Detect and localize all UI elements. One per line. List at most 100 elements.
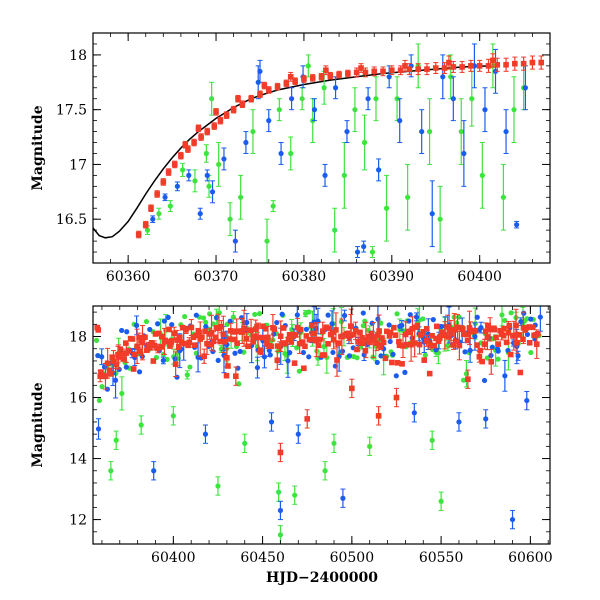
red-data-point — [345, 332, 352, 339]
red-data-point — [350, 331, 357, 338]
red-data-point — [477, 347, 484, 354]
red-data-point — [283, 80, 290, 87]
blue-data-point — [169, 322, 175, 328]
y-tick-label: 14 — [69, 452, 87, 468]
green-outlier-point — [108, 468, 114, 474]
red-data-point — [277, 333, 284, 340]
red-data-point — [303, 333, 310, 339]
red-data-point — [167, 343, 173, 349]
green-data-point — [206, 183, 212, 189]
blue-data-point — [361, 243, 367, 250]
blue-outlier-point — [340, 495, 346, 501]
blue-data-point — [215, 357, 221, 364]
blue-data-point — [209, 189, 216, 195]
green-outlier-point — [429, 437, 435, 443]
blue-data-point — [387, 338, 393, 345]
blue-data-point — [518, 318, 524, 325]
red-data-point — [158, 333, 165, 340]
blue-outlier-point — [524, 397, 530, 404]
red-data-point — [202, 328, 208, 335]
green-outlier-point — [138, 422, 144, 428]
red-data-point — [248, 95, 254, 102]
red-data-point — [495, 341, 502, 347]
green-data-point — [352, 107, 358, 113]
red-data-point — [476, 353, 483, 360]
blue-data-point — [344, 128, 350, 135]
red-data-point — [104, 360, 111, 367]
blue-outlier-point — [456, 419, 462, 425]
red-data-point — [245, 343, 251, 350]
bottom-x-axis: 60400 60450 60500 60550 60600 — [101, 306, 553, 566]
blue-data-point — [495, 348, 501, 354]
red-data-point — [431, 342, 437, 349]
green-outlier-point — [367, 443, 373, 449]
green-data-point — [96, 397, 103, 404]
blue-outlier-point — [295, 431, 301, 437]
red-data-point — [460, 331, 467, 337]
red-data-point — [226, 336, 233, 342]
red-data-point — [479, 358, 485, 365]
blue-data-point — [354, 249, 361, 255]
red-data-point — [494, 61, 501, 68]
blue-data-point — [524, 331, 531, 338]
red-data-point — [507, 351, 514, 358]
red-data-point — [354, 346, 360, 353]
blue-data-point — [399, 322, 405, 328]
red-data-point — [368, 330, 375, 337]
red-data-point — [512, 60, 518, 67]
blue-data-point — [165, 314, 171, 320]
blue-data-point — [311, 107, 318, 113]
red-data-point — [379, 335, 385, 341]
green-outlier-point — [438, 498, 444, 504]
green-data-point — [361, 139, 368, 146]
blue-data-point — [503, 128, 509, 135]
red-data-point — [485, 322, 492, 329]
green-data-point — [360, 323, 366, 329]
green-data-point — [448, 74, 454, 80]
red-data-point — [336, 71, 342, 78]
y-tick-label: 16.5 — [56, 212, 87, 228]
red-outlier-point — [224, 355, 230, 361]
red-outlier-point — [304, 416, 311, 422]
blue-data-point — [365, 96, 371, 102]
blue-data-point — [537, 314, 543, 320]
blue-data-point — [193, 312, 199, 318]
red-data-point — [134, 343, 140, 350]
red-data-point — [386, 333, 393, 339]
blue-data-point — [254, 364, 261, 371]
blue-data-point — [160, 357, 166, 364]
red-data-point — [382, 355, 389, 362]
green-data-point — [209, 96, 215, 102]
blue-data-point — [123, 364, 129, 370]
green-data-point — [458, 128, 464, 135]
green-data-point — [426, 128, 433, 135]
red-data-point — [325, 340, 331, 347]
red-data-point — [142, 334, 148, 341]
red-data-point — [254, 323, 260, 330]
red-data-point — [234, 340, 240, 346]
green-data-point — [502, 317, 508, 324]
red-data-point — [142, 221, 149, 228]
x-tick-label: 60550 — [419, 550, 464, 566]
green-data-point — [405, 194, 411, 200]
red-data-point — [333, 327, 339, 333]
red-data-point — [158, 344, 165, 350]
red-data-point — [391, 324, 397, 331]
bottom-plot-frame — [92, 305, 551, 545]
red-data-point — [97, 373, 104, 380]
red-data-point — [282, 340, 289, 347]
red-data-point — [456, 342, 463, 349]
red-data-point — [148, 205, 154, 212]
red-data-point — [185, 146, 191, 152]
blue-data-point — [133, 322, 140, 328]
green-data-point — [252, 311, 258, 318]
red-data-point — [353, 69, 360, 76]
red-data-point — [506, 322, 513, 329]
red-data-point — [257, 348, 264, 355]
red-data-point — [323, 67, 329, 74]
red-data-point — [212, 334, 219, 341]
red-data-point — [264, 340, 270, 346]
green-data-point — [499, 312, 505, 318]
red-data-point — [334, 357, 340, 363]
